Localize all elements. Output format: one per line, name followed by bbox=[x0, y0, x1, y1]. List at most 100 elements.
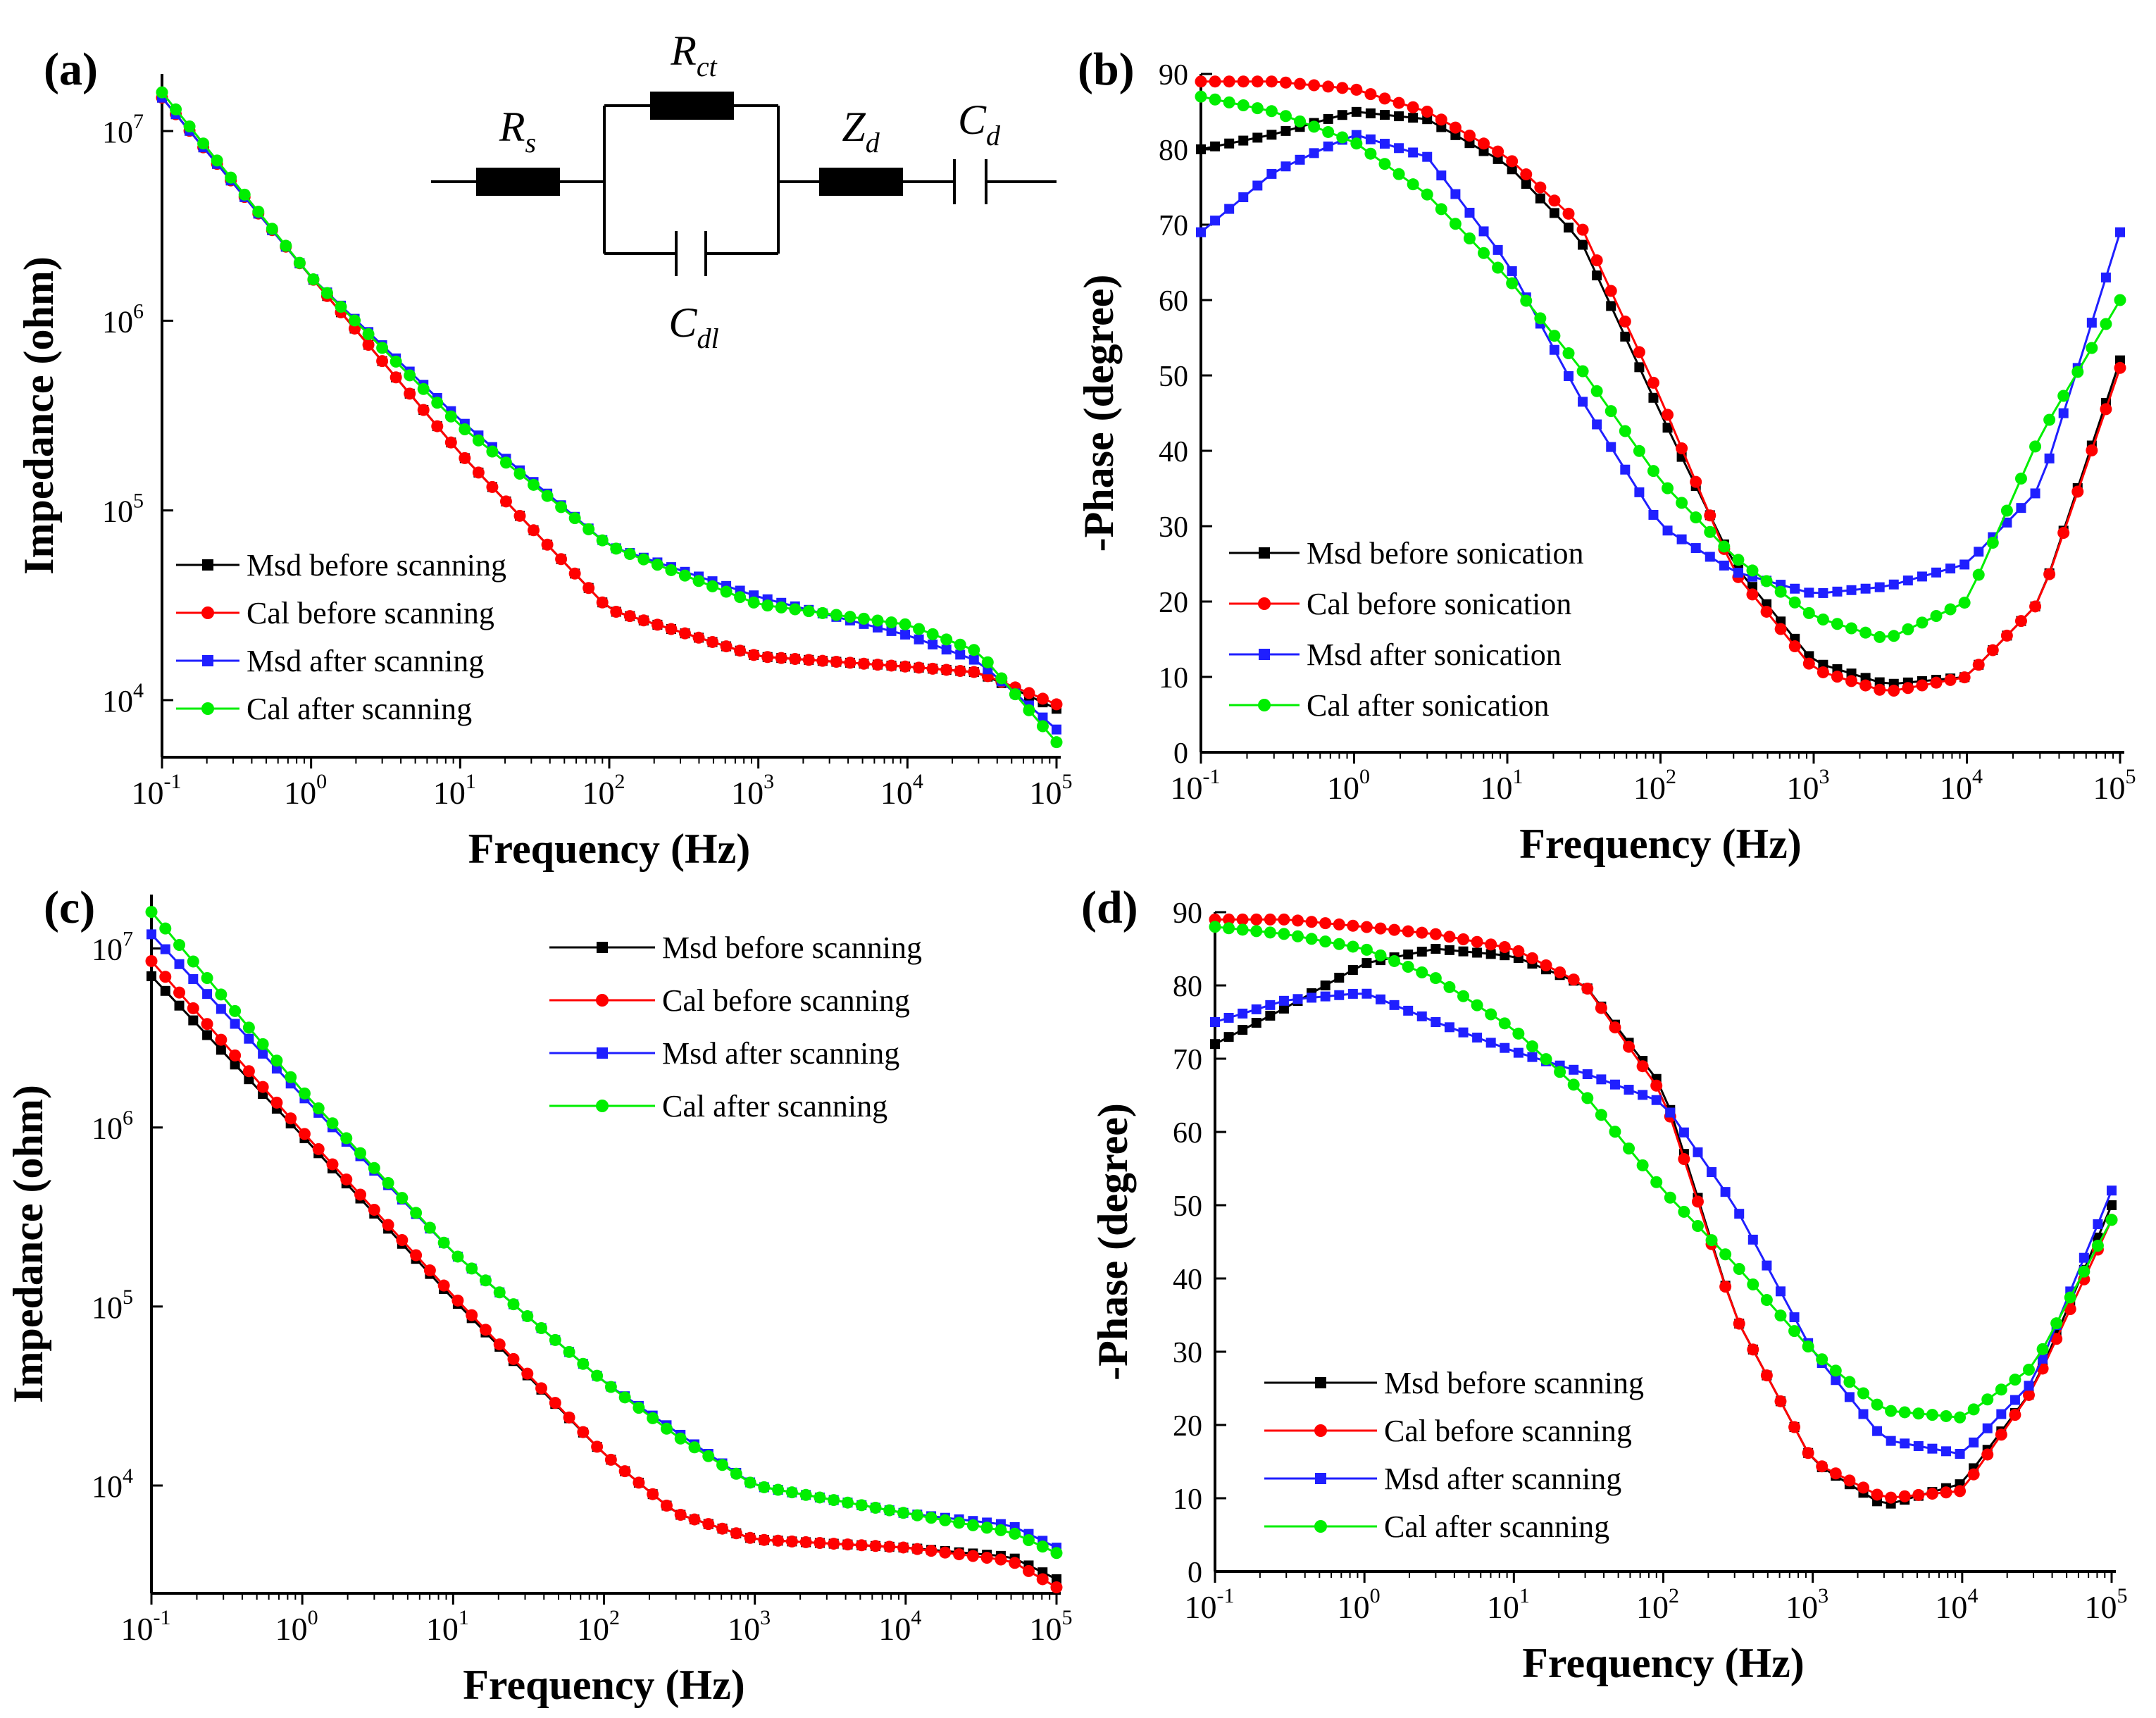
data-point bbox=[1972, 659, 1985, 671]
data-point bbox=[633, 1476, 645, 1489]
chart-panel-0: (a) 10-1 100 101 102 103 104 105 104 105 106 107 Fre… bbox=[15, 27, 1073, 872]
data-point bbox=[499, 456, 512, 469]
x-tick-label: 10-1 bbox=[1171, 765, 1221, 806]
legend-marker bbox=[201, 702, 214, 715]
data-point bbox=[1802, 1447, 1814, 1459]
data-point bbox=[844, 611, 856, 623]
data-point bbox=[1718, 540, 1731, 553]
legend-label: Msd before sonication bbox=[1307, 536, 1583, 571]
data-point bbox=[789, 603, 802, 616]
data-point bbox=[2086, 342, 2098, 354]
data-point bbox=[216, 1004, 226, 1014]
data-point bbox=[1986, 644, 1999, 656]
data-point bbox=[1308, 120, 1321, 133]
data-point bbox=[1774, 1309, 1787, 1322]
data-point bbox=[2100, 403, 2112, 416]
chart-panel-2: (c) 10-1 100 101 102 103 104 105 104 105 106 107 Fre… bbox=[5, 882, 1073, 1708]
data-point bbox=[1707, 1166, 1717, 1177]
data-point bbox=[390, 371, 402, 384]
data-point bbox=[187, 955, 199, 968]
data-point bbox=[1788, 1421, 1801, 1433]
data-point bbox=[785, 1535, 798, 1548]
data-point bbox=[1380, 109, 1390, 120]
x-tick-label: 105 bbox=[1030, 770, 1073, 811]
data-point bbox=[1478, 137, 1490, 150]
data-point bbox=[174, 959, 185, 969]
element-zd bbox=[819, 168, 903, 196]
data-point bbox=[1392, 168, 1405, 180]
data-point bbox=[1421, 105, 1433, 118]
data-point bbox=[1478, 226, 1489, 237]
data-point bbox=[1619, 315, 1631, 328]
data-point bbox=[734, 645, 747, 657]
data-point bbox=[1472, 1033, 1483, 1043]
data-point bbox=[1762, 1260, 1772, 1271]
data-point bbox=[2057, 527, 2070, 540]
data-point bbox=[202, 1030, 213, 1040]
legend-label: Cal after scanning bbox=[662, 1089, 887, 1123]
data-point bbox=[1278, 913, 1290, 926]
data-point bbox=[1651, 1095, 1662, 1105]
data-point bbox=[1705, 552, 1715, 562]
data-point bbox=[1912, 1488, 1925, 1501]
data-point bbox=[215, 988, 228, 1001]
data-point bbox=[1416, 1011, 1427, 1021]
data-point bbox=[1802, 657, 1815, 670]
data-point bbox=[799, 1488, 812, 1501]
data-point bbox=[1775, 1286, 1786, 1297]
data-point bbox=[828, 1538, 840, 1550]
data-point bbox=[604, 1453, 617, 1466]
data-point bbox=[955, 649, 966, 660]
panel-label: (c) bbox=[44, 882, 95, 933]
data-point bbox=[1457, 933, 1470, 946]
data-point bbox=[390, 355, 402, 368]
data-point bbox=[1647, 376, 1659, 389]
circuit-label: Zd bbox=[842, 104, 880, 158]
data-point bbox=[2114, 361, 2126, 374]
data-point bbox=[521, 1310, 534, 1323]
legend-label: Cal before scanning bbox=[662, 983, 910, 1018]
data-point bbox=[1380, 139, 1390, 149]
data-point bbox=[674, 1432, 687, 1445]
data-point bbox=[688, 1513, 701, 1526]
data-point bbox=[591, 1440, 604, 1453]
data-point bbox=[637, 614, 650, 627]
data-point bbox=[320, 287, 333, 299]
data-point bbox=[1595, 1109, 1607, 1121]
data-point bbox=[1564, 371, 1574, 381]
data-point bbox=[1333, 918, 1345, 930]
data-point bbox=[1582, 1069, 1593, 1080]
data-point bbox=[159, 922, 172, 935]
data-point bbox=[802, 605, 815, 618]
data-point bbox=[173, 986, 186, 999]
data-point bbox=[410, 1207, 423, 1219]
data-point bbox=[772, 1483, 785, 1496]
x-tick-label: 105 bbox=[2085, 1584, 2128, 1625]
data-point bbox=[1389, 1000, 1400, 1010]
data-point bbox=[940, 633, 953, 646]
data-point bbox=[160, 985, 170, 996]
data-point bbox=[1930, 609, 1943, 622]
legend-marker bbox=[1258, 699, 1271, 711]
data-point bbox=[1050, 1581, 1063, 1594]
circuit-label: Cd bbox=[958, 97, 1001, 151]
data-point bbox=[2093, 1219, 2103, 1229]
data-point bbox=[1554, 1066, 1566, 1078]
data-point bbox=[758, 1533, 771, 1546]
data-point bbox=[1209, 93, 1221, 106]
data-point bbox=[1548, 194, 1561, 207]
data-point bbox=[1500, 950, 1510, 961]
data-point bbox=[1802, 1340, 1814, 1353]
data-point bbox=[665, 623, 678, 635]
data-point bbox=[174, 1000, 185, 1011]
data-point bbox=[1705, 1234, 1718, 1247]
legend-marker bbox=[1315, 1377, 1326, 1388]
data-point bbox=[170, 103, 182, 116]
data-point bbox=[1336, 131, 1349, 144]
data-point bbox=[1224, 138, 1235, 149]
data-point bbox=[869, 1540, 882, 1552]
data-point bbox=[1485, 938, 1497, 951]
data-point bbox=[242, 1021, 255, 1034]
data-point bbox=[362, 339, 375, 351]
